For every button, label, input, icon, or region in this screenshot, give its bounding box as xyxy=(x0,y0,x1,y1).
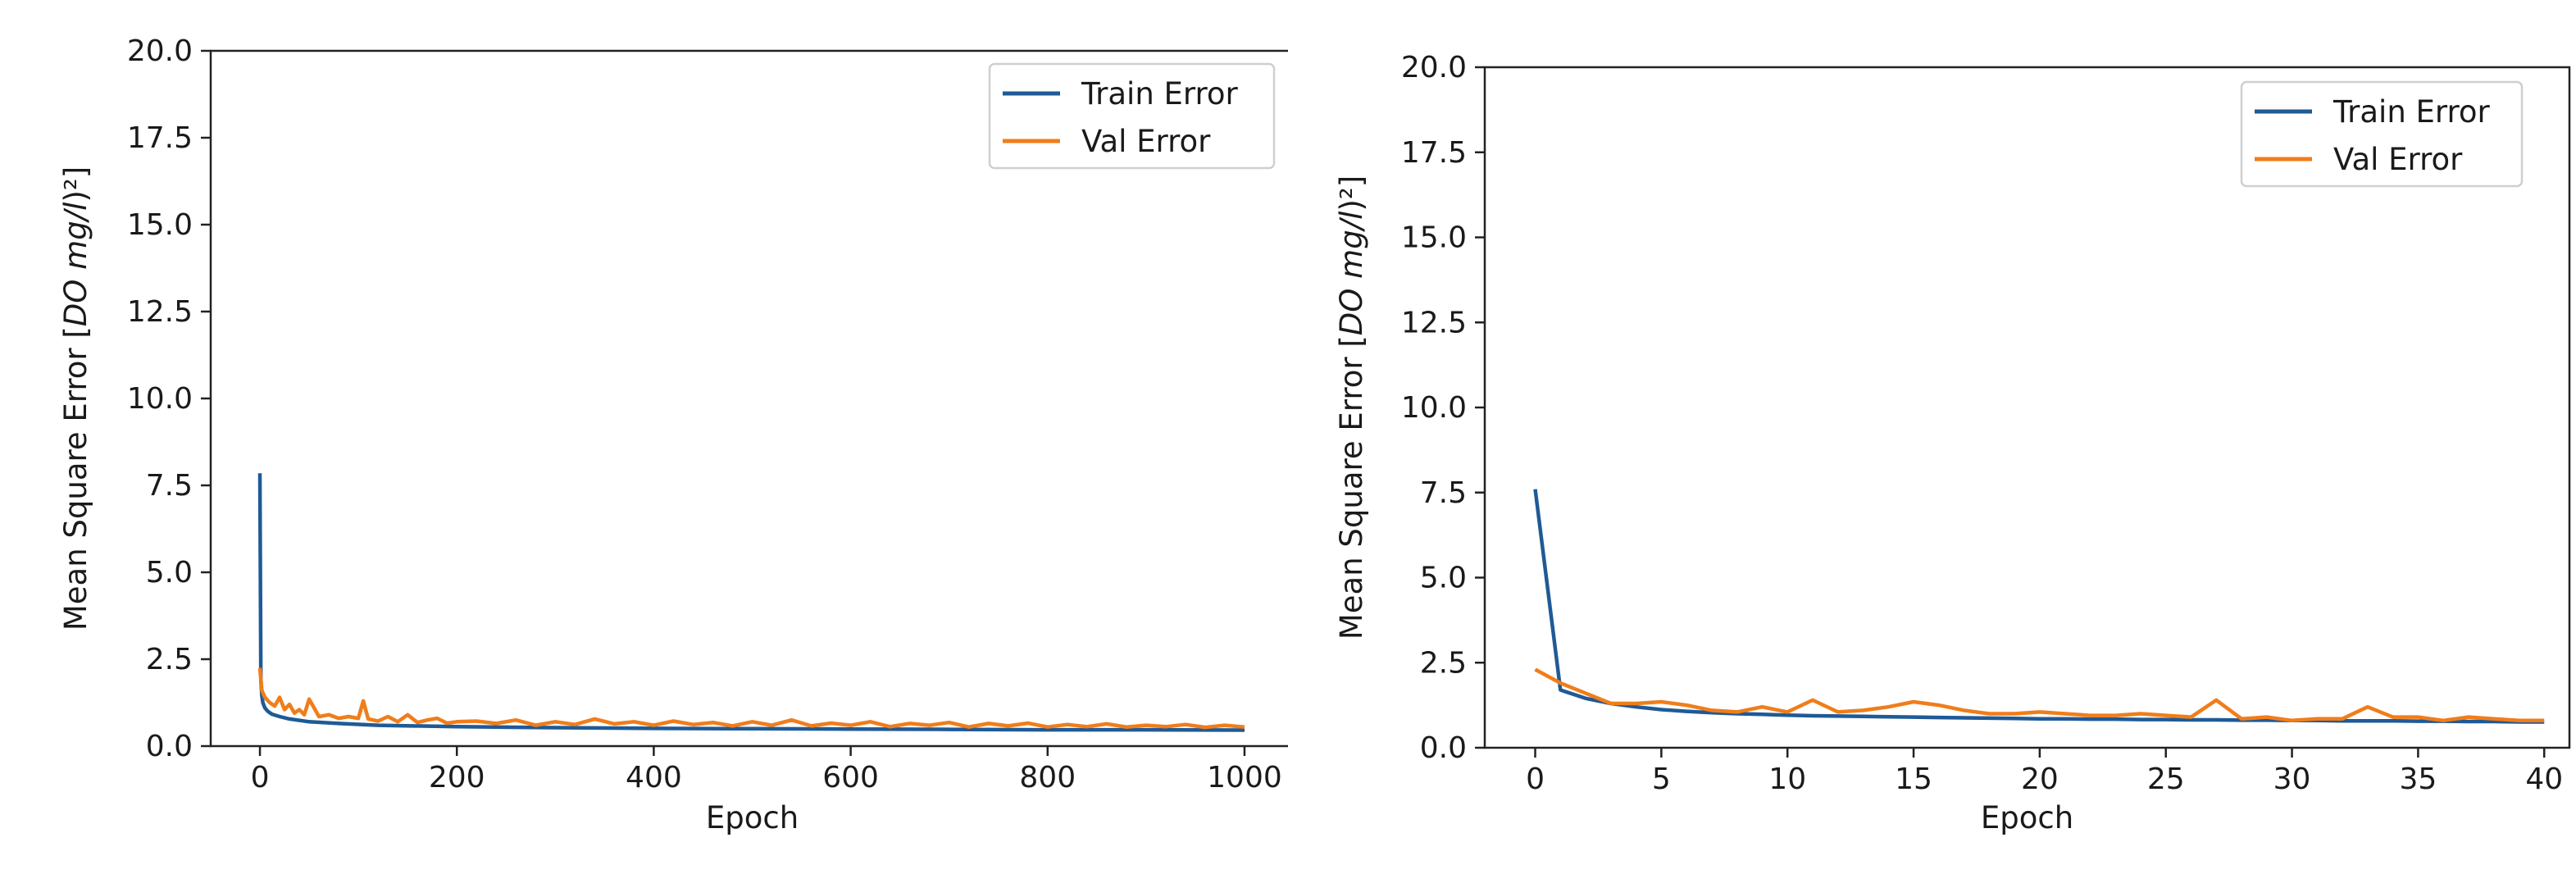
left-chart-panel: 0.0 2.5 5.0 7.5 10.0 12.5 15.0 17.5 20.0 0 200 400 6… xyxy=(58,34,1288,835)
y-tick-label: 20.0 xyxy=(127,34,193,68)
y-tick-label: 15.0 xyxy=(1401,221,1467,255)
y-tick-label: 5.0 xyxy=(146,556,193,589)
y-tick-label: 0.0 xyxy=(1420,731,1467,765)
legend-label-train-error: Train Error xyxy=(2333,94,2491,130)
x-axis-label: Epoch xyxy=(1981,800,2073,835)
y-tick-label: 12.5 xyxy=(127,295,193,329)
y-tick-label: 10.0 xyxy=(1401,391,1467,425)
x-tick-label: 30 xyxy=(2273,762,2311,796)
legend: Train Error Val Error xyxy=(2240,80,2524,188)
y-tick-label: 10.0 xyxy=(127,382,193,416)
x-tick-label: 800 xyxy=(1019,761,1076,794)
series-line-train-error xyxy=(257,473,1245,732)
x-tick-label: 25 xyxy=(2147,762,2185,796)
x-tick-label: 200 xyxy=(429,761,485,794)
y-tick-label: 0.0 xyxy=(146,730,193,763)
x-tick-label: 5 xyxy=(1652,762,1671,796)
y-tick-label: 17.5 xyxy=(127,121,193,155)
legend-label-val-error: Val Error xyxy=(1081,124,1211,159)
x-tick-label: 400 xyxy=(626,761,682,794)
y-tick-label: 2.5 xyxy=(146,643,193,676)
y-axis-label: Mean Square Error [DO mg/l)²] xyxy=(58,166,93,630)
y-tick-label: 12.5 xyxy=(1401,306,1467,339)
x-tick-label: 1000 xyxy=(1207,761,1282,794)
y-tick-label: 15.0 xyxy=(127,208,193,242)
x-tick-label: 20 xyxy=(2021,762,2059,796)
right-chart-panel: 0.0 2.5 5.0 7.5 10.0 12.5 15.0 17.5 20.0 0 5 10 15 20… xyxy=(1288,0,2576,874)
x-tick-label: 40 xyxy=(2525,762,2563,796)
series-line-val-error xyxy=(1534,667,2545,723)
y-tick-label: 5.0 xyxy=(1420,562,1467,595)
x-tick-label: 600 xyxy=(822,761,879,794)
x-tick-label: 0 xyxy=(251,761,270,794)
y-tick-label: 20.0 xyxy=(1401,51,1467,84)
series-line-val-error xyxy=(257,667,1245,730)
left-chart: 0.0 2.5 5.0 7.5 10.0 12.5 15.0 17.5 20.0 0 200 400 6… xyxy=(58,34,1288,835)
x-axis-label: Epoch xyxy=(706,800,799,835)
legend: Train Error Val Error xyxy=(988,62,1276,170)
right-chart: 0.0 2.5 5.0 7.5 10.0 12.5 15.0 17.5 20.0 0 5 10 15 20… xyxy=(1334,51,2571,835)
legend-label-val-error: Val Error xyxy=(2333,142,2463,177)
y-tick-label: 7.5 xyxy=(146,469,193,503)
y-tick-label: 2.5 xyxy=(1420,646,1467,680)
x-tick-label: 0 xyxy=(1526,762,1545,796)
y-tick-label: 7.5 xyxy=(1420,476,1467,510)
x-tick-label: 35 xyxy=(2399,762,2437,796)
y-axis-label: Mean Square Error [DO mg/l)²] xyxy=(1334,175,1369,640)
x-tick-label: 10 xyxy=(1768,762,1806,796)
x-tick-label: 15 xyxy=(1895,762,1932,796)
legend-label-train-error: Train Error xyxy=(1081,76,1239,112)
series-line-train-error xyxy=(1533,489,2545,724)
y-tick-label: 17.5 xyxy=(1401,136,1467,170)
